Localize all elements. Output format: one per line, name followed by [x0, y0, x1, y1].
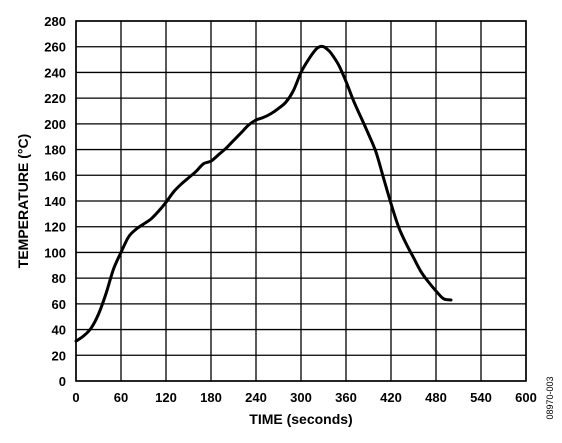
y-tick-label-0: 0: [59, 374, 66, 389]
y-tick-label-120: 120: [44, 220, 66, 235]
x-axis-label: TIME (seconds): [249, 411, 352, 427]
x-tick-label-60: 60: [114, 390, 128, 405]
x-tick-label-480: 480: [425, 390, 447, 405]
x-tick-label-120: 120: [155, 390, 177, 405]
x-tick-labels: 0 60 120 180 240 300 360 420 480 540 600: [72, 390, 536, 405]
y-tick-label-180: 180: [44, 143, 66, 158]
y-tick-label-80: 80: [52, 271, 66, 286]
x-tick-label-0: 0: [72, 390, 79, 405]
x-tick-label-420: 420: [380, 390, 402, 405]
x-tick-label-180: 180: [200, 390, 222, 405]
x-tick-label-360: 360: [335, 390, 357, 405]
y-tick-label-140: 140: [44, 194, 66, 209]
y-tick-label-240: 240: [44, 65, 66, 80]
y-tick-label-20: 20: [52, 348, 66, 363]
y-tick-label-280: 280: [44, 14, 66, 29]
y-tick-labels: 0 20 40 60 80 100 120 140 160 180 200 220 240 260 280: [44, 14, 66, 389]
y-tick-label-60: 60: [52, 297, 66, 312]
y-tick-label-40: 40: [52, 323, 66, 338]
x-tick-label-300: 300: [290, 390, 312, 405]
y-tick-label-100: 100: [44, 245, 66, 260]
y-tick-label-200: 200: [44, 117, 66, 132]
series-line-temperature: [74, 44, 453, 343]
x-tick-label-600: 600: [515, 390, 537, 405]
x-tick-label-540: 540: [470, 390, 492, 405]
chart-grid: [75, 20, 527, 382]
y-tick-label-260: 260: [44, 40, 66, 55]
plot-frame: [75, 20, 527, 382]
y-tick-label-160: 160: [44, 168, 66, 183]
x-tick-label-240: 240: [245, 390, 267, 405]
figure-id: 08970-003: [545, 376, 555, 419]
y-tick-label-220: 220: [44, 91, 66, 106]
y-axis-label: TEMPERATURE (°C): [15, 134, 31, 268]
